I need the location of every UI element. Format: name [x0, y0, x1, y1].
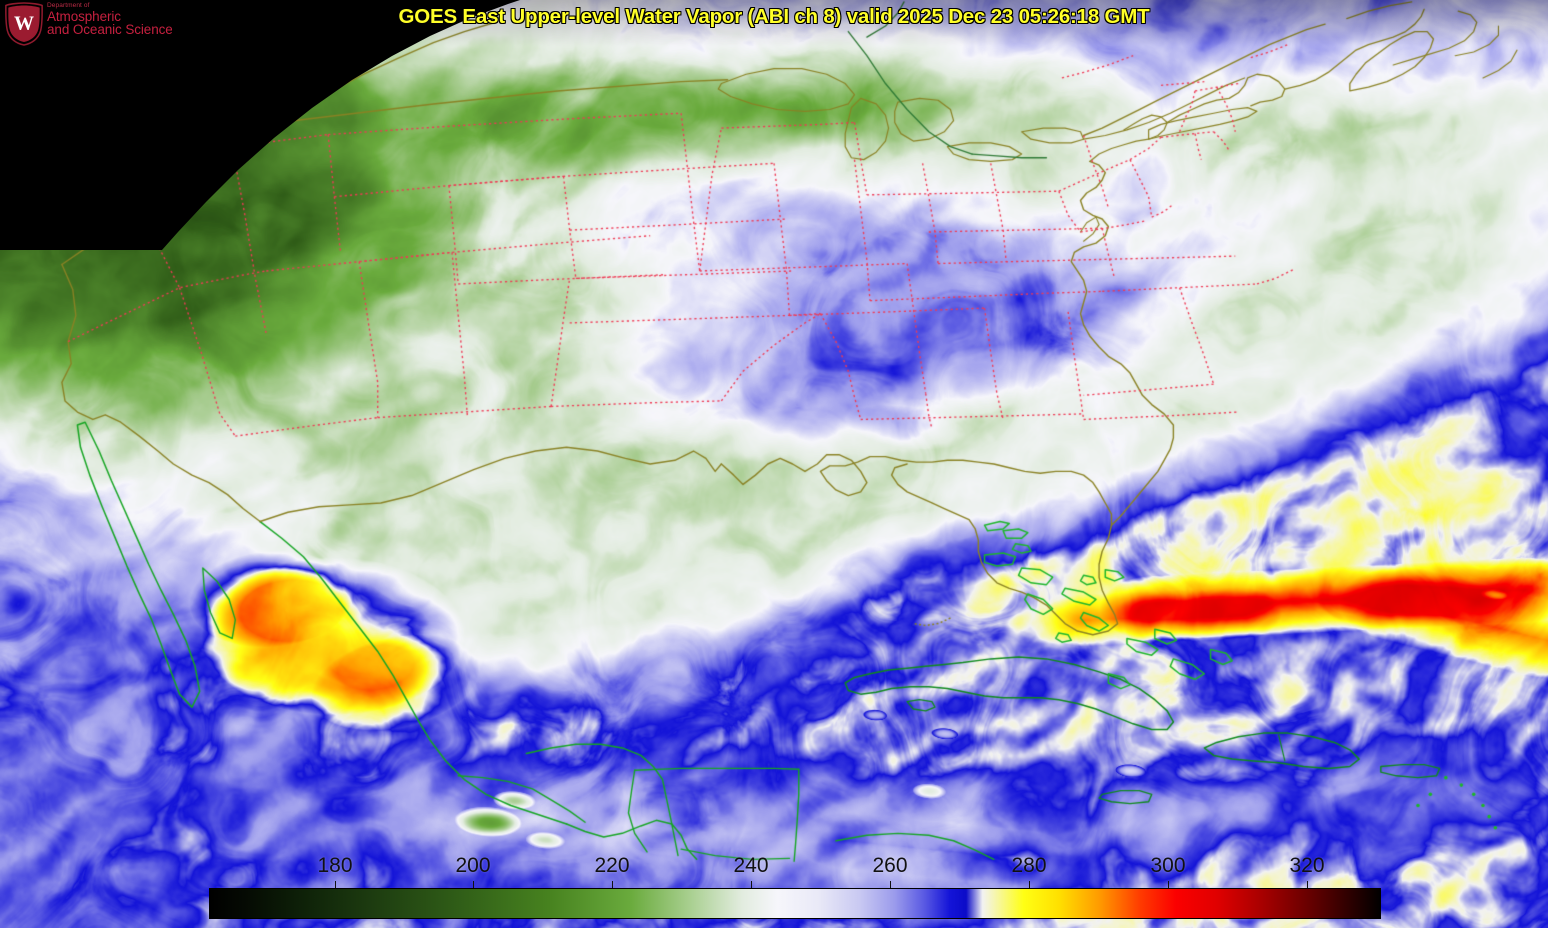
colorbar-tick-label: 260 — [872, 854, 908, 877]
svg-text:W: W — [14, 13, 34, 35]
uw-madison-logo-panel: W Department of Atmospheric and Oceanic … — [0, 0, 172, 48]
colorbar-tick-label: 220 — [594, 854, 630, 877]
colorbar-tick — [1029, 881, 1030, 888]
colorbar-tick-label: 240 — [733, 854, 769, 877]
colorbar-tick — [335, 881, 336, 888]
colorbar-tick-label: 280 — [1011, 854, 1047, 877]
colorbar-tick-label: 200 — [455, 854, 491, 877]
colorbar-tick-label: 300 — [1150, 854, 1186, 877]
colorbar-tick — [751, 881, 752, 888]
colorbar-tick — [1307, 881, 1308, 888]
colorbar-tick-label: 180 — [317, 854, 353, 877]
colorbar-tick — [612, 881, 613, 888]
colorbar-gradient — [209, 888, 1381, 919]
colorbar-legend: 180 200 220 240 260 280 300 320 — [209, 854, 1381, 919]
logo-text-block: Department of Atmospheric and Oceanic Sc… — [47, 2, 172, 38]
logo-atmospheric-line: Atmospheric — [47, 8, 121, 24]
colorbar-tick — [890, 881, 891, 888]
uw-crest-icon: W — [5, 2, 43, 46]
colorbar-tick — [1168, 881, 1169, 888]
logo-oceanic-line: and Oceanic Sciences — [47, 22, 172, 38]
colorbar-tick — [473, 881, 474, 888]
colorbar-tick-label: 320 — [1289, 854, 1325, 877]
